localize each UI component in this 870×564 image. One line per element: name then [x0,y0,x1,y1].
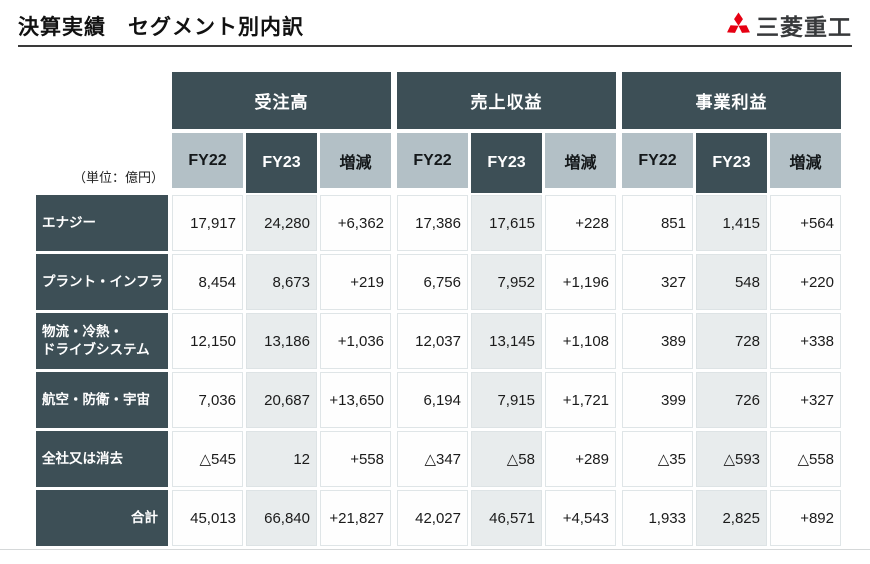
cell-profit-change-total: +892 [770,490,841,546]
row-label: 物流・冷熱・ ドライブシステム [36,313,168,369]
subheader-orders-change: 増減 [320,133,391,188]
cell-revenue-change-total: +4,543 [545,490,616,546]
segment-table: 受注高 売上収益 事業利益 （単位：億円） FY22 FY23 増減 FY22 … [36,72,841,546]
page-header: 決算実績 セグメント別内訳 三菱重工 [18,0,852,47]
cell-revenue-fy22: 6,756 [397,254,468,310]
cell-revenue-change: +228 [545,195,616,251]
cell-profit-fy23: 1,415 [696,195,767,251]
cell-orders-fy22-total: 45,013 [172,490,243,546]
cell-profit-fy22: 327 [622,254,693,310]
group-header-row: 受注高 売上収益 事業利益 [36,72,841,129]
cell-profit-fy22: △35 [622,431,693,487]
row-label: 航空・防衛・宇宙 [36,372,168,428]
subheader-profit-fy22: FY22 [622,133,693,188]
bottom-divider [0,549,870,550]
cell-profit-fy23-total: 2,825 [696,490,767,546]
cell-revenue-fy23: 7,952 [471,254,542,310]
table-row-logistics-thermal-drive: 物流・冷熱・ ドライブシステム 12,150 13,186 +1,036 12,… [36,313,841,369]
cell-orders-fy23-total: 66,840 [246,490,317,546]
cell-revenue-fy22: 6,194 [397,372,468,428]
cell-orders-fy22: △545 [172,431,243,487]
table-row-corporate-eliminations: 全社又は消去 △545 12 +558 △347 △58 +289 △35 △5… [36,431,841,487]
subheader-revenue-fy23: FY23 [471,133,542,193]
unit-note: （単位：億円） [72,170,164,185]
table-row-aero-defense-space: 航空・防衛・宇宙 7,036 20,687 +13,650 6,194 7,91… [36,372,841,428]
subheaders-revenue: FY22 FY23 増減 [397,133,616,193]
cell-revenue-fy22: △347 [397,431,468,487]
cell-orders-fy22: 12,150 [172,313,243,369]
cell-profit-change: +564 [770,195,841,251]
cell-revenue-change: +1,196 [545,254,616,310]
sub-header-row: （単位：億円） FY22 FY23 増減 FY22 FY23 増減 FY22 F… [36,133,841,193]
cell-orders-change-total: +21,827 [320,490,391,546]
table-row-energy: エナジー 17,917 24,280 +6,362 17,386 17,615 … [36,195,841,251]
group-header-profit: 事業利益 [622,72,841,129]
cell-profit-fy22: 851 [622,195,693,251]
cell-profit-fy22: 389 [622,313,693,369]
company-logo: 三菱重工 [725,8,852,42]
page-title: 決算実績 セグメント別内訳 [18,16,304,39]
cell-revenue-fy22: 17,386 [397,195,468,251]
cell-profit-fy23: 726 [696,372,767,428]
label-spacer [36,72,168,129]
cell-profit-fy23: △593 [696,431,767,487]
cell-orders-fy23: 12 [246,431,317,487]
cell-profit-change: +220 [770,254,841,310]
subheader-orders-fy22: FY22 [172,133,243,188]
cell-revenue-change: +1,108 [545,313,616,369]
cell-profit-fy23: 548 [696,254,767,310]
row-label: 全社又は消去 [36,431,168,487]
row-label: エナジー [36,195,168,251]
cell-revenue-fy23: 7,915 [471,372,542,428]
cell-revenue-fy23: 17,615 [471,195,542,251]
cell-revenue-change: +1,721 [545,372,616,428]
cell-revenue-fy23: 13,145 [471,313,542,369]
group-header-orders: 受注高 [172,72,391,129]
table-row-plants-infra: プラント・インフラ 8,454 8,673 +219 6,756 7,952 +… [36,254,841,310]
cell-revenue-change: +289 [545,431,616,487]
company-name: 三菱重工 [756,14,852,40]
cell-profit-fy22: 399 [622,372,693,428]
subheader-profit-change: 増減 [770,133,841,188]
cell-orders-fy23: 24,280 [246,195,317,251]
cell-profit-fy23: 728 [696,313,767,369]
cell-orders-fy23: 8,673 [246,254,317,310]
cell-orders-change: +6,362 [320,195,391,251]
cell-orders-fy22: 7,036 [172,372,243,428]
cell-orders-change: +1,036 [320,313,391,369]
mitsubishi-three-diamonds-icon [727,12,750,33]
cell-profit-change: +327 [770,372,841,428]
subheader-orders-fy23: FY23 [246,133,317,193]
cell-revenue-fy22-total: 42,027 [397,490,468,546]
table-row-total: 合計 45,013 66,840 +21,827 42,027 46,571 +… [36,490,841,546]
cell-orders-change: +558 [320,431,391,487]
subheader-revenue-change: 増減 [545,133,616,188]
cell-revenue-fy22: 12,037 [397,313,468,369]
cell-orders-fy22: 8,454 [172,254,243,310]
cell-revenue-fy23: △58 [471,431,542,487]
subheader-profit-fy23: FY23 [696,133,767,193]
row-label: プラント・インフラ [36,254,168,310]
cell-orders-change: +219 [320,254,391,310]
subheaders-profit: FY22 FY23 増減 [622,133,841,193]
cell-profit-fy22-total: 1,933 [622,490,693,546]
cell-orders-fy23: 20,687 [246,372,317,428]
cell-orders-change: +13,650 [320,372,391,428]
cell-orders-fy22: 17,917 [172,195,243,251]
cell-orders-fy23: 13,186 [246,313,317,369]
cell-profit-change: △558 [770,431,841,487]
cell-revenue-fy23-total: 46,571 [471,490,542,546]
subheader-revenue-fy22: FY22 [397,133,468,188]
group-header-revenue: 売上収益 [397,72,616,129]
subheaders-orders: FY22 FY23 増減 [172,133,391,193]
row-label-total: 合計 [36,490,168,546]
cell-profit-change: +338 [770,313,841,369]
